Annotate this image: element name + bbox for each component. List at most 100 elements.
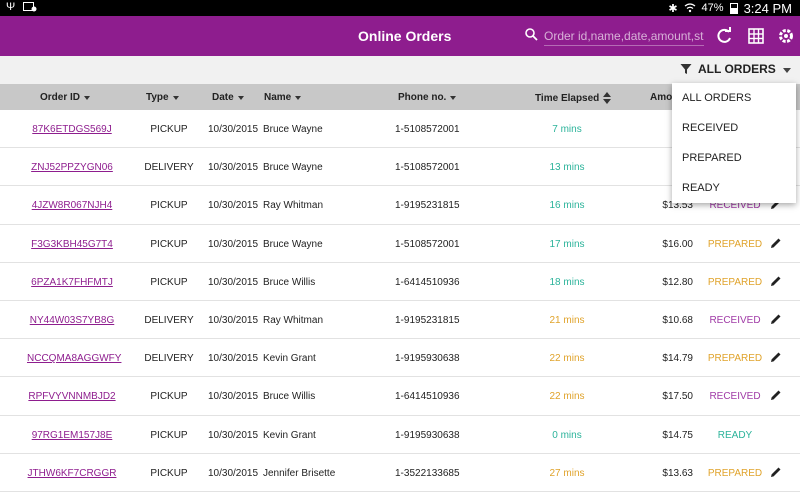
- order-amount: $14.79: [662, 353, 693, 365]
- table-header: Order ID Type Date Name Phone no. Time E…: [0, 84, 800, 110]
- grid-view-icon[interactable]: [746, 26, 766, 46]
- table-row[interactable]: NCCQMA8AGGWFY DELIVERY 10/30/2015 Kevin Gra…: [0, 339, 800, 378]
- phone-number: 1-9195231815: [395, 200, 460, 212]
- order-date: 10/30/2015: [208, 238, 259, 250]
- order-id-link[interactable]: 4JZW8R067NJH4: [31, 200, 113, 212]
- time-elapsed: 21 mins: [549, 314, 585, 326]
- filter-option[interactable]: READY: [682, 182, 720, 194]
- edit-pencil-icon[interactable]: [770, 466, 782, 478]
- order-date: 10/30/2015: [208, 124, 259, 135]
- table-row[interactable]: RPFVYVNNMBJD2 PICKUP 10/30/2015 Bruce Willi…: [0, 377, 800, 416]
- order-amount: $17.50: [662, 391, 693, 403]
- phone-number: 1-6414510936: [395, 276, 460, 288]
- filter-option[interactable]: RECEIVED: [682, 122, 739, 134]
- edit-pencil-icon[interactable]: [770, 351, 782, 363]
- clock: 3:24 PM: [743, 0, 792, 16]
- order-id-link[interactable]: 97RG1EM157J8E: [31, 429, 113, 441]
- filter-option[interactable]: ALL ORDERS: [682, 92, 752, 104]
- customer-name: Bruce Wayne: [263, 124, 323, 135]
- phone-number: 1-9195231815: [395, 314, 460, 326]
- order-id-link[interactable]: JTHW6KF7CRGGR: [27, 467, 117, 479]
- order-type: PICKUP: [150, 429, 188, 441]
- status-badge: PREPARED: [707, 467, 763, 479]
- order-date: 10/30/2015: [208, 200, 259, 212]
- status-badge: READY: [717, 429, 753, 441]
- column-type[interactable]: Type: [146, 92, 179, 103]
- battery-icon: [729, 2, 738, 14]
- order-date: 10/30/2015: [208, 391, 259, 403]
- order-id-link[interactable]: 6PZA1K7FHFMTJ: [31, 276, 113, 288]
- customer-name: Bruce Willis: [263, 391, 316, 403]
- page-title: Online Orders: [358, 28, 452, 44]
- status-badge: PREPARED: [707, 276, 763, 288]
- table-row[interactable]: 97RG1EM157J8E PICKUP 10/30/2015 Kevin Grant…: [0, 416, 800, 454]
- status-bar: Ψ ✱ 47% 3:24 PM: [0, 0, 800, 16]
- table-row[interactable]: JTHW6KF7CRGGR PICKUP 10/30/2015 Jennifer Br…: [0, 454, 800, 492]
- customer-name: Bruce Wayne: [263, 238, 323, 250]
- status-badge: RECEIVED: [709, 200, 761, 212]
- bluetooth-icon: ✱: [668, 2, 678, 15]
- settings-gear-icon[interactable]: [776, 26, 796, 46]
- edit-pencil-icon[interactable]: [770, 237, 782, 249]
- sort-caret-icon: [295, 95, 302, 100]
- order-date: 10/30/2015: [208, 429, 259, 441]
- filter-dropdown-button[interactable]: ALL ORDERS: [680, 62, 776, 76]
- table-row[interactable]: 4JZW8R067NJH4 PICKUP 10/30/2015 Ray Whitman…: [0, 186, 800, 225]
- column-date[interactable]: Date: [212, 92, 244, 103]
- order-date: 10/30/2015: [208, 467, 259, 479]
- search-icon: [525, 28, 538, 41]
- filter-funnel-icon: [680, 64, 692, 74]
- column-phone[interactable]: Phone no.: [398, 92, 457, 103]
- edit-pencil-icon[interactable]: [770, 275, 782, 287]
- edit-pencil-icon[interactable]: [770, 313, 782, 325]
- status-badge: RECEIVED: [709, 314, 761, 326]
- customer-name: Kevin Grant: [263, 353, 316, 365]
- table-row[interactable]: 6PZA1K7FHFMTJ PICKUP 10/30/2015 Bruce Willi…: [0, 263, 800, 301]
- notification-icons: Ψ: [6, 1, 37, 13]
- table-row[interactable]: F3G3KBH45G7T4 PICKUP 10/30/2015 Bruce Wayne…: [0, 225, 800, 263]
- order-amount: $13.63: [662, 467, 693, 479]
- order-amount: $12.80: [662, 276, 693, 288]
- order-type: PICKUP: [150, 391, 188, 403]
- usb-icon: Ψ: [6, 1, 16, 13]
- order-date: 10/30/2015: [208, 314, 259, 326]
- time-elapsed: 16 mins: [549, 200, 585, 212]
- notification-image-icon: [23, 2, 37, 12]
- column-name[interactable]: Name: [264, 92, 302, 103]
- order-id-link[interactable]: NCCQMA8AGGWFY: [27, 353, 122, 365]
- order-id-link[interactable]: RPFVYVNNMBJD2: [28, 391, 116, 403]
- orders-table-body: 87K6ETDGS569J PICKUP 10/30/2015 Bruce Wayne…: [0, 110, 800, 492]
- order-amount: $16.00: [662, 238, 693, 250]
- column-amount[interactable]: Amou: [650, 92, 679, 103]
- time-elapsed: 0 mins: [552, 429, 582, 441]
- edit-pencil-icon[interactable]: [770, 389, 782, 401]
- table-row[interactable]: NY44W03S7YB8G DELIVERY 10/30/2015 Ray Whitm…: [0, 301, 800, 340]
- filter-option[interactable]: PREPARED: [682, 152, 742, 164]
- column-time-elapsed[interactable]: Time Elapsed: [535, 92, 612, 104]
- sort-caret-icon: [237, 95, 244, 100]
- time-elapsed: 7 mins: [552, 124, 582, 135]
- order-id-link[interactable]: 87K6ETDGS569J: [32, 124, 112, 135]
- time-elapsed: 17 mins: [549, 238, 585, 250]
- column-order-id[interactable]: Order ID: [40, 92, 91, 103]
- phone-number: 1-5108572001: [395, 162, 460, 174]
- order-type: PICKUP: [150, 238, 188, 250]
- chevron-down-icon[interactable]: [783, 68, 791, 73]
- filter-bar: ALL ORDERS: [0, 56, 800, 84]
- order-type: DELIVERY: [144, 162, 194, 174]
- filter-label: ALL ORDERS: [698, 62, 776, 76]
- battery-percent: 47%: [701, 2, 724, 14]
- status-badge: RECEIVED: [709, 391, 761, 403]
- order-id-link[interactable]: F3G3KBH45G7T4: [31, 238, 113, 250]
- customer-name: Bruce Wayne: [263, 162, 323, 174]
- filter-dropdown-menu: ALL ORDERS RECEIVED PREPARED READY: [672, 83, 796, 203]
- order-id-link[interactable]: ZNJ52PPZYGN06: [31, 162, 113, 174]
- customer-name: Kevin Grant: [263, 429, 316, 441]
- search-input[interactable]: [544, 26, 704, 46]
- order-date: 10/30/2015: [208, 353, 259, 365]
- time-elapsed: 13 mins: [549, 162, 585, 174]
- refresh-icon[interactable]: [714, 26, 734, 46]
- time-elapsed: 27 mins: [549, 467, 585, 479]
- order-id-link[interactable]: NY44W03S7YB8G: [29, 314, 115, 326]
- table-row[interactable]: 87K6ETDGS569J PICKUP 10/30/2015 Bruce Wayne…: [0, 110, 800, 149]
